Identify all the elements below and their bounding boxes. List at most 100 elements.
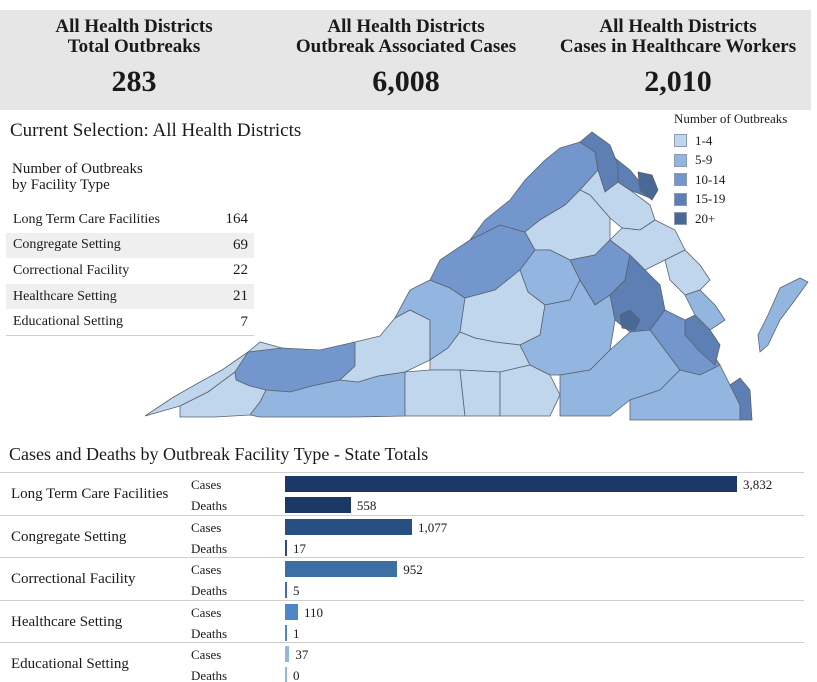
district-region[interactable] (619, 309, 641, 331)
bar[interactable] (285, 561, 398, 578)
facility-count: 69 (233, 236, 248, 253)
legend-label: 1-4 (695, 132, 713, 148)
facility-count: 22 (233, 262, 248, 279)
legend-label: 5-9 (695, 152, 713, 168)
bar[interactable] (285, 624, 287, 641)
series-label: Cases (191, 477, 222, 492)
virginia-districts-map[interactable] (140, 120, 810, 425)
data-label: 17 (293, 540, 306, 556)
legend-title: Number of Outbreaks (674, 111, 788, 126)
legend-item[interactable]: 15-19 (674, 190, 787, 210)
legend-item[interactable]: 10-14 (674, 170, 787, 190)
kpi-band: All Health Districts Total Outbreaks 283… (0, 10, 811, 110)
bar[interactable] (285, 646, 290, 663)
data-label: 3,832 (743, 477, 773, 492)
legend-swatch (674, 212, 687, 226)
bar[interactable] (285, 667, 287, 682)
facility-label: Educational Setting (13, 314, 124, 330)
legend-label: 20+ (695, 210, 716, 226)
category-label: Congregate Setting (11, 528, 127, 545)
series-label: Deaths (191, 498, 228, 513)
district-region[interactable] (459, 369, 501, 417)
series-label: Cases (191, 647, 222, 663)
series-label: Cases (191, 562, 222, 578)
chart-category-group: Correctional Facility Cases 952 Deaths 5 (0, 557, 804, 600)
facility-label: Long Term Care Facilities (13, 211, 160, 227)
facility-table-title-line: Number of Outbreaks (12, 161, 143, 177)
current-selection-label: Current Selection: All Health Districts (10, 120, 302, 141)
chart-category-group: Educational Setting Cases 37 Deaths 0 (0, 642, 804, 682)
category-label: Long Term Care Facilities (11, 486, 169, 502)
bar[interactable] (285, 539, 287, 556)
legend-item[interactable]: 20+ (674, 209, 787, 229)
legend-swatch (674, 153, 687, 167)
bar[interactable] (285, 497, 351, 513)
legend-item[interactable]: 1-4 (674, 131, 787, 151)
district-region[interactable] (757, 277, 809, 353)
facility-label: Healthcare Setting (13, 288, 117, 304)
data-label: 1 (293, 625, 300, 641)
table-row[interactable]: Healthcare Setting 21 (6, 283, 254, 310)
series-label: Cases (191, 604, 222, 620)
kpi-value: 6,008 (372, 65, 440, 98)
district-region[interactable] (664, 249, 711, 296)
data-label: 0 (293, 668, 300, 682)
table-row[interactable]: Long Term Care Facilities 164 (6, 207, 254, 233)
series-label: Deaths (191, 583, 228, 599)
data-label: 558 (356, 498, 377, 513)
facility-table-title-line: by Facility Type (12, 177, 110, 193)
kpi-associated-cases: All Health Districts Outbreak Associated… (276, 17, 536, 99)
kpi-subtitle: Outbreak Associated Cases (295, 36, 517, 57)
district-region[interactable] (684, 314, 721, 366)
category-label: Educational Setting (11, 656, 129, 673)
series-label: Deaths (191, 540, 228, 556)
legend-label: 10-14 (695, 171, 726, 187)
kpi-title: All Health Districts (55, 16, 213, 37)
kpi-total-outbreaks: All Health Districts Total Outbreaks 283 (4, 17, 264, 99)
chart-category-group: Congregate Setting Cases 1,077 Deaths 17 (0, 514, 804, 558)
bar[interactable] (285, 476, 737, 492)
facility-label: Congregate Setting (13, 237, 121, 253)
cases-deaths-chart-title: Cases and Deaths by Outbreak Facility Ty… (9, 444, 429, 464)
kpi-subtitle: Total Outbreaks (67, 36, 201, 57)
district-region[interactable] (637, 171, 659, 201)
legend-label: 15-19 (695, 191, 726, 207)
series-label: Deaths (191, 625, 228, 641)
kpi-subtitle: Cases in Healthcare Workers (559, 36, 797, 57)
category-label: Healthcare Setting (11, 613, 123, 630)
legend-swatch (674, 134, 687, 148)
district-region[interactable] (729, 377, 753, 421)
category-label: Correctional Facility (11, 571, 136, 588)
data-label: 1,077 (418, 519, 448, 535)
district-region[interactable] (339, 309, 431, 383)
district-region[interactable] (404, 369, 466, 417)
kpi-title: All Health Districts (599, 16, 757, 37)
data-label: 5 (293, 583, 300, 599)
bar[interactable] (285, 582, 287, 599)
data-label: 952 (403, 562, 423, 578)
bar[interactable] (285, 518, 413, 535)
legend-item[interactable]: 5-9 (674, 151, 787, 171)
bar[interactable] (285, 603, 298, 620)
series-label: Cases (191, 519, 222, 535)
facility-label: Correctional Facility (13, 262, 130, 278)
cases-deaths-chart: Long Term Care Facilities Cases 3,832 Death… (0, 472, 804, 682)
facility-count: 164 (225, 211, 249, 228)
facility-type-table: Long Term Care Facilities 164 Congregate … (6, 207, 254, 336)
kpi-title: All Health Districts (327, 16, 485, 37)
facility-table-title: Number of Outbreaks by Facility Type (12, 161, 143, 193)
facility-count: 21 (233, 288, 248, 305)
data-label: 110 (303, 604, 323, 620)
chart-category-group: Long Term Care Facilities Cases 3,832 Death… (0, 472, 804, 515)
facility-count: 7 (240, 313, 249, 330)
table-row[interactable]: Correctional Facility 22 (6, 258, 254, 284)
kpi-value: 2,010 (644, 65, 712, 98)
table-row[interactable]: Congregate Setting 69 (6, 232, 254, 259)
map-legend: Number of Outbreaks 1-4 5-9 10-14 15-19 … (674, 111, 787, 229)
data-label: 37 (295, 647, 309, 663)
legend-swatch (674, 173, 687, 187)
chart-category-group: Healthcare Setting Cases 110 Deaths 1 (0, 599, 804, 643)
kpi-value: 283 (111, 65, 157, 98)
series-label: Deaths (191, 668, 228, 682)
table-row[interactable]: Educational Setting 7 (6, 309, 254, 335)
